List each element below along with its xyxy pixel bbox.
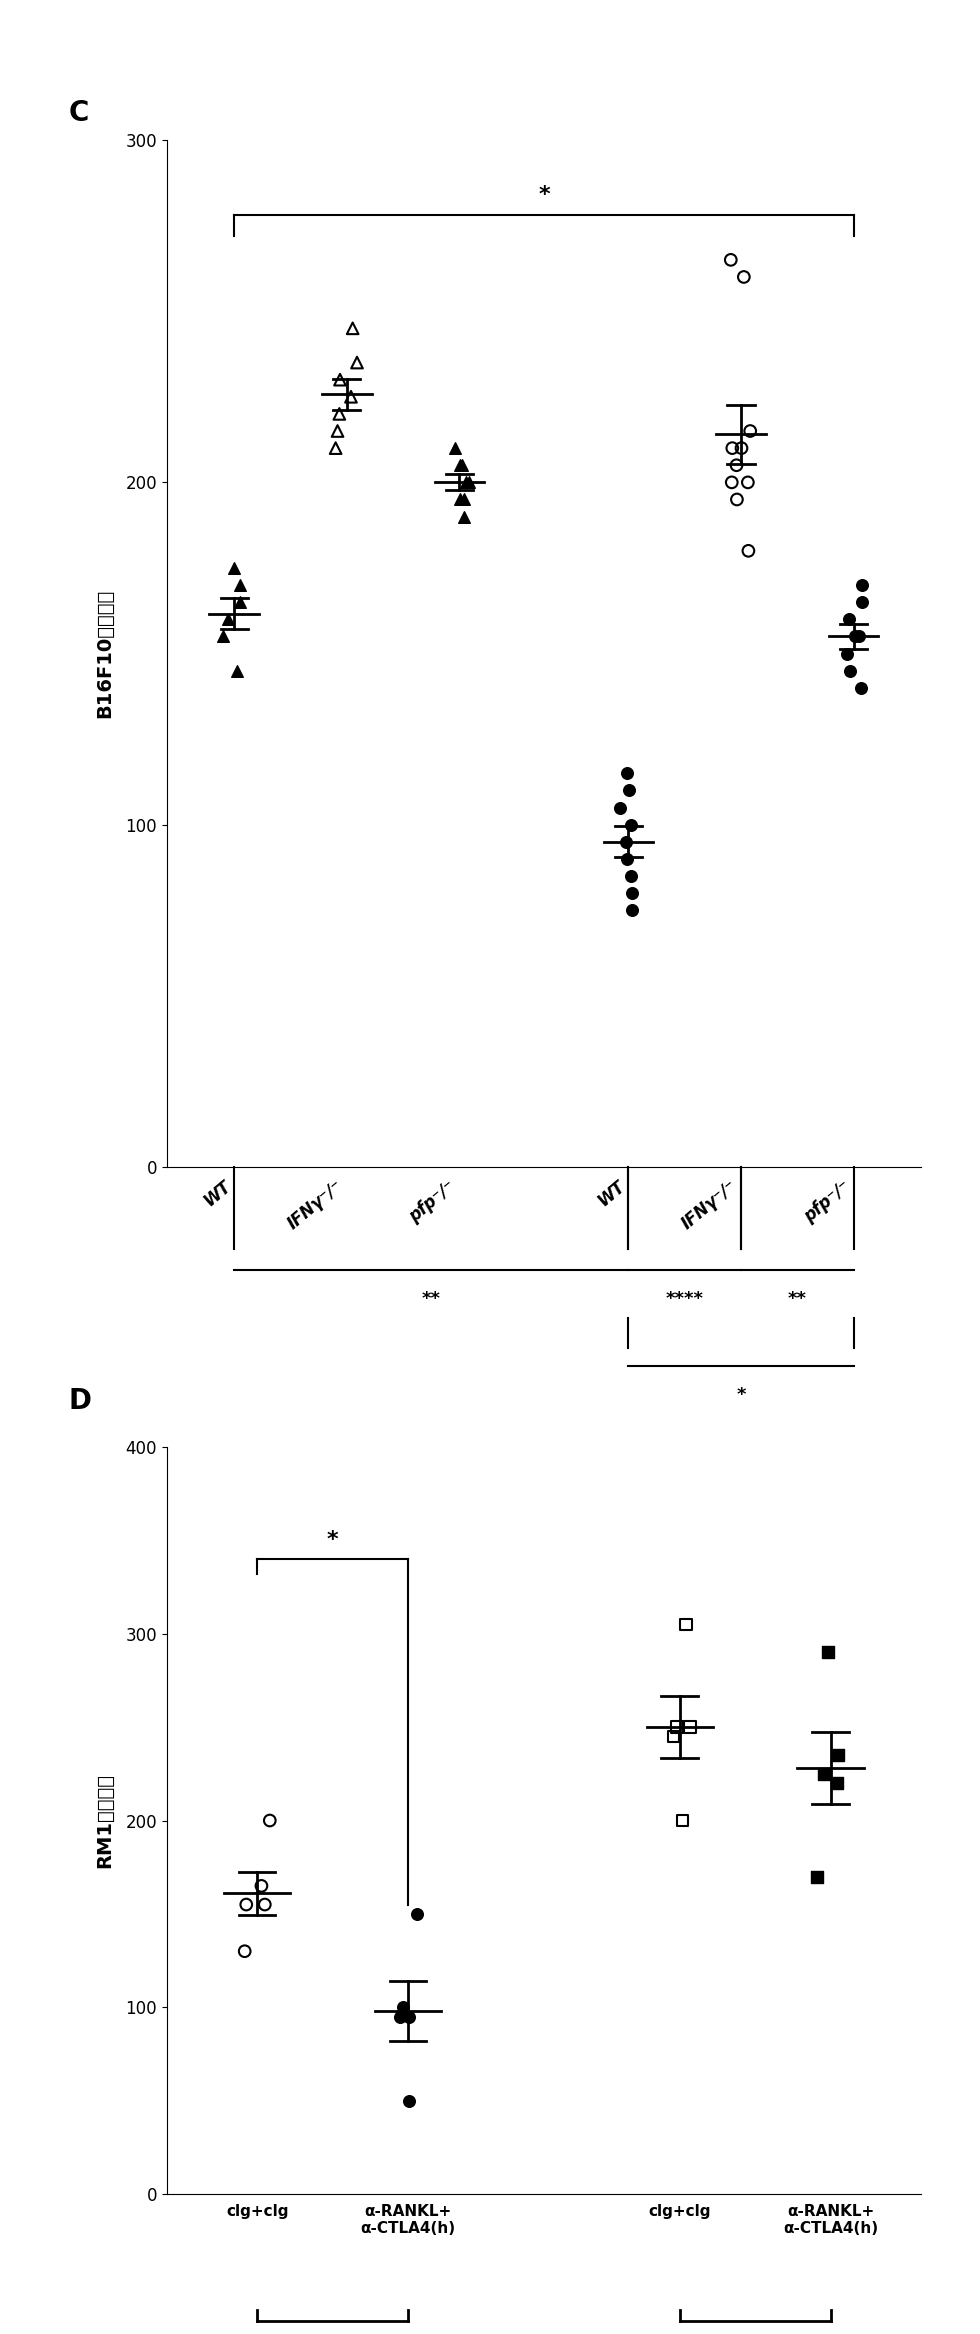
Point (612, 789, 628, 826)
Point (238, 1886, 254, 1923)
Point (729, 446, 745, 483)
Point (216, 619, 231, 656)
Point (736, 259, 752, 296)
Point (743, 413, 759, 450)
Y-axis label: B16F10肺转移数: B16F10肺转移数 (95, 588, 114, 719)
Point (674, 1802, 690, 1839)
Point (257, 1886, 272, 1923)
Point (620, 773, 636, 810)
Point (409, 1895, 424, 1933)
Point (820, 1634, 836, 1671)
Text: *: * (736, 1386, 746, 1405)
Point (395, 1989, 411, 2026)
Point (665, 1718, 681, 1755)
Point (345, 310, 361, 348)
Point (262, 1802, 277, 1839)
Point (741, 532, 757, 569)
Point (332, 362, 348, 399)
Point (237, 1933, 253, 1970)
Point (624, 875, 640, 913)
Point (841, 600, 857, 637)
Point (678, 1606, 694, 1643)
Point (461, 464, 476, 502)
Point (327, 429, 343, 467)
Point (457, 481, 472, 518)
Text: *: * (326, 1529, 338, 1550)
Text: **: ** (788, 1291, 807, 1309)
Point (226, 548, 242, 586)
Point (855, 567, 870, 605)
Point (447, 429, 463, 467)
Point (734, 429, 750, 467)
Point (343, 378, 359, 415)
Point (852, 619, 867, 656)
Point (839, 635, 855, 672)
Point (232, 584, 248, 621)
Point (830, 1736, 846, 1774)
Point (232, 567, 248, 605)
Point (220, 600, 236, 637)
Text: +: + (339, 1571, 355, 1589)
Text: **: ** (421, 1291, 441, 1309)
Point (623, 857, 639, 894)
Point (392, 1998, 408, 2035)
Text: *: * (538, 184, 550, 205)
Point (669, 1708, 685, 1746)
Point (623, 805, 639, 843)
Point (816, 1755, 832, 1793)
Point (723, 240, 739, 278)
Text: C: C (69, 98, 89, 126)
Point (229, 651, 245, 689)
Point (853, 670, 868, 707)
Point (843, 651, 858, 689)
Point (724, 429, 740, 467)
Point (331, 394, 347, 432)
Point (617, 824, 633, 861)
Point (829, 1765, 845, 1802)
Text: α-RANKL+: α-RANKL+ (690, 1627, 793, 1643)
Text: clg+clg: clg+clg (310, 1627, 384, 1643)
Point (809, 1858, 825, 1895)
Point (457, 497, 472, 534)
Point (740, 464, 756, 502)
Point (454, 446, 469, 483)
Point (624, 892, 640, 929)
Y-axis label: RM1肺转移数: RM1肺转移数 (95, 1774, 114, 1867)
Text: +: + (733, 1571, 749, 1589)
Point (619, 754, 635, 791)
Point (402, 2082, 417, 2119)
Text: α-CTLA4(h): α-CTLA4(h) (685, 1687, 798, 1706)
Point (729, 481, 745, 518)
Point (349, 343, 365, 380)
Text: D: D (69, 1386, 91, 1414)
Text: ****: **** (665, 1291, 704, 1309)
Point (254, 1867, 270, 1905)
Point (459, 464, 474, 502)
Point (854, 584, 869, 621)
Point (329, 413, 345, 450)
Point (724, 464, 740, 502)
Point (847, 619, 862, 656)
Point (453, 446, 468, 483)
Point (682, 1708, 698, 1746)
Point (402, 1998, 417, 2035)
Point (452, 481, 467, 518)
Point (619, 840, 635, 878)
